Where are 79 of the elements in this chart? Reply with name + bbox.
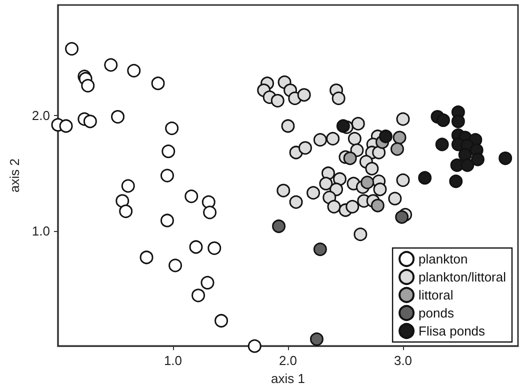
point — [436, 113, 450, 127]
point — [372, 146, 386, 160]
point — [373, 182, 387, 196]
point — [310, 332, 324, 346]
x-axis-title: axis 1 — [271, 371, 305, 386]
point — [326, 132, 340, 146]
point — [160, 214, 174, 228]
legend-label: ponds — [418, 306, 454, 320]
x-tick-label: 3.0 — [394, 353, 412, 368]
point — [214, 314, 228, 328]
point — [151, 76, 165, 90]
point — [360, 176, 374, 190]
point — [498, 152, 512, 166]
point — [392, 130, 406, 144]
point — [297, 88, 311, 102]
y-axis-title: axis 2 — [7, 158, 22, 193]
point — [168, 258, 182, 272]
point — [192, 288, 206, 302]
point — [248, 339, 262, 353]
point — [119, 204, 133, 218]
point — [111, 110, 125, 124]
point — [140, 250, 154, 264]
point — [298, 141, 312, 155]
point — [396, 173, 410, 187]
point — [59, 119, 73, 133]
point — [189, 240, 203, 254]
point — [388, 192, 402, 206]
point — [203, 206, 217, 220]
point — [396, 112, 410, 126]
point — [289, 195, 303, 209]
point — [354, 228, 368, 242]
x-tick-label: 1.0 — [164, 353, 182, 368]
point — [200, 276, 214, 290]
point — [330, 182, 344, 196]
legend-label: Flisa ponds — [418, 324, 486, 338]
point — [116, 194, 130, 208]
point — [390, 142, 404, 156]
point — [208, 241, 222, 255]
point — [313, 242, 327, 256]
point — [281, 119, 295, 133]
point — [435, 138, 449, 152]
point — [276, 184, 290, 198]
point — [351, 116, 365, 130]
legend-label: plankton/littoral — [418, 270, 506, 284]
point — [365, 162, 379, 176]
point — [336, 119, 350, 133]
point — [83, 114, 97, 128]
point — [81, 78, 95, 92]
point — [458, 148, 472, 162]
point — [327, 200, 341, 214]
point — [343, 152, 357, 166]
point — [471, 152, 484, 166]
point — [65, 42, 79, 56]
point — [395, 210, 409, 224]
point — [313, 133, 327, 147]
point — [449, 174, 463, 188]
legend-label: littoral — [418, 288, 454, 302]
point — [184, 190, 198, 204]
point — [370, 198, 384, 212]
point — [460, 158, 474, 172]
point — [333, 172, 346, 186]
point — [348, 132, 362, 146]
point — [127, 64, 141, 78]
x-tick-label: 2.0 — [278, 353, 298, 368]
point — [346, 200, 360, 214]
point — [379, 130, 392, 144]
point — [160, 168, 174, 182]
point — [104, 58, 118, 72]
point — [272, 220, 286, 233]
point — [451, 114, 465, 128]
point — [319, 176, 333, 190]
point — [165, 122, 179, 136]
point — [121, 179, 135, 193]
point — [306, 186, 320, 200]
point — [418, 171, 432, 185]
point — [332, 92, 346, 106]
legend-label: plankton — [418, 252, 468, 266]
point — [162, 144, 176, 158]
point — [270, 94, 284, 108]
